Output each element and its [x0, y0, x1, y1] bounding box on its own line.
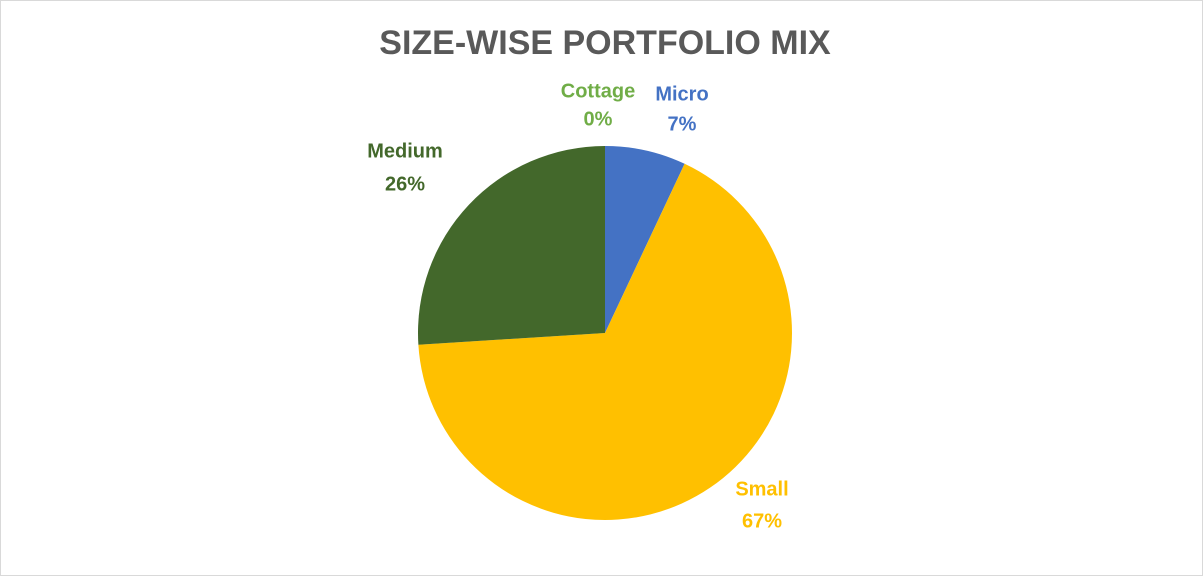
pie-slice: [605, 146, 685, 333]
slice-label: Small: [735, 478, 788, 500]
slice-label: Micro: [655, 83, 708, 105]
data-label: 0%: [584, 108, 613, 130]
data-label: 7%: [668, 113, 697, 135]
chart-title: SIZE-WISE PORTFOLIO MIX: [379, 24, 831, 62]
pie-slice: [418, 163, 792, 520]
data-label: 67%: [742, 510, 782, 532]
slice-label: Cottage: [561, 80, 635, 102]
slice-label: Medium: [367, 140, 443, 162]
data-label: 26%: [385, 173, 425, 195]
pie-slice: [417, 146, 605, 345]
